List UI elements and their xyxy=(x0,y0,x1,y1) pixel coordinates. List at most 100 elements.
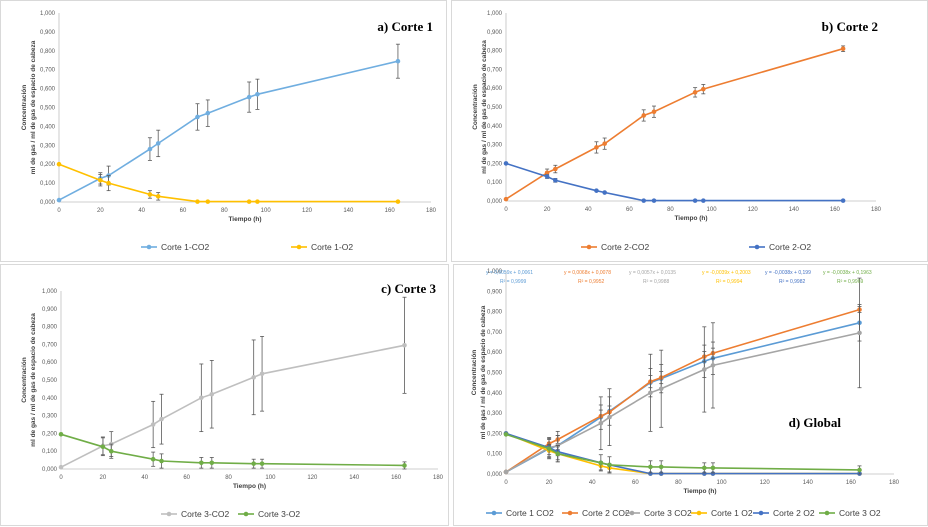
series-corte-1-o2 xyxy=(56,161,401,204)
series-line xyxy=(505,47,844,200)
data-point xyxy=(641,113,647,118)
data-point xyxy=(259,461,265,466)
trendline-r-squared: R² = 0,9988 xyxy=(643,279,669,285)
y-tick-label: 0,300 xyxy=(487,143,503,149)
chart-panel-corte-3: 0,000 0,100 0,200 0,300 0,400 0,500 0,600 0,700… xyxy=(0,264,449,526)
trendline-equation: y = -0,0038x + 0,1963 xyxy=(823,270,872,276)
x-tick-label: 40 xyxy=(141,475,148,481)
x-axis-title: Tiempo (h) xyxy=(683,488,716,495)
y-tick-label: 0,700 xyxy=(42,342,58,348)
trendline-r-squared: R² = 0,9969 xyxy=(837,279,863,285)
legend-label: Corte 1-O2 xyxy=(311,242,353,252)
x-tick-label: 80 xyxy=(667,207,674,213)
y-tick-label: 0,500 xyxy=(487,371,503,377)
y-tick-label: 0,700 xyxy=(487,67,503,73)
x-tick-label: 100 xyxy=(717,480,728,486)
legend-marker xyxy=(754,244,760,250)
data-point xyxy=(205,110,211,116)
y-tick-label: 0,900 xyxy=(487,289,503,295)
y-tick-label: 0,600 xyxy=(487,350,503,356)
data-point xyxy=(702,471,707,476)
x-tick-label: 80 xyxy=(221,208,228,214)
data-point xyxy=(199,395,204,401)
y-axis-title-line: ml de gas / ml de gas de espacio de cabe… xyxy=(30,313,37,447)
data-point xyxy=(395,58,401,64)
chart-title: d) Global xyxy=(789,415,842,430)
trendline-equation: y = -0,0038x + 0,199 xyxy=(765,270,811,276)
y-tick-label: 0,900 xyxy=(42,307,58,313)
legend-marker xyxy=(296,244,302,250)
series-corte-3-o2 xyxy=(503,432,862,475)
data-point xyxy=(402,342,407,348)
legend-marker xyxy=(567,510,573,516)
data-point xyxy=(651,198,657,203)
data-point xyxy=(710,471,716,476)
series-corte-3-co2 xyxy=(503,277,862,475)
y-tick-label: 0,300 xyxy=(42,414,58,420)
data-point xyxy=(702,367,707,372)
y-tick-label: 0,200 xyxy=(40,162,56,168)
data-point xyxy=(651,109,657,114)
y-tick-label: 0,300 xyxy=(487,411,503,417)
data-point xyxy=(98,177,103,183)
x-tick-label: 40 xyxy=(585,207,592,213)
data-point xyxy=(555,451,561,456)
legend-marker xyxy=(824,510,830,516)
x-tick-label: 0 xyxy=(59,475,63,481)
series-line xyxy=(58,60,399,201)
x-tick-label: 20 xyxy=(97,208,104,214)
data-point xyxy=(251,375,256,380)
trendline-equation: y = 0,0057x + 0,0135 xyxy=(629,270,676,276)
legend-marker xyxy=(696,510,702,516)
data-point xyxy=(701,198,706,203)
trendline-r-squared: R² = 0,9994 xyxy=(716,279,742,285)
y-axis-title-line: Concentración xyxy=(471,350,478,396)
y-tick-label: 0,600 xyxy=(40,87,56,93)
legend-label: Corte 1 CO2 xyxy=(506,508,554,518)
data-point xyxy=(553,166,558,172)
legend-marker xyxy=(243,511,249,517)
x-tick-label: 40 xyxy=(138,208,145,214)
x-tick-label: 20 xyxy=(100,475,107,481)
y-tick-label: 1,000 xyxy=(487,11,503,17)
y-axis-title-line: Concentración xyxy=(21,357,28,403)
y-axis-title-line: Concentración xyxy=(472,84,479,130)
data-point xyxy=(594,188,599,193)
series-corte-2-o2 xyxy=(503,161,846,203)
data-point xyxy=(602,141,607,146)
data-point xyxy=(150,456,156,462)
legend-label: Corte 1 O2 xyxy=(711,508,753,518)
y-tick-label: 0,100 xyxy=(42,449,58,455)
series-line xyxy=(505,432,860,475)
series-line xyxy=(505,308,860,473)
data-point xyxy=(195,114,200,120)
data-point xyxy=(147,192,153,197)
data-point xyxy=(159,416,164,422)
y-tick-label: 0,100 xyxy=(40,181,56,187)
y-tick-label: 0,200 xyxy=(487,431,503,437)
data-point xyxy=(209,460,215,466)
legend-label: Corte 1-CO2 xyxy=(161,242,209,252)
legend-label: Corte 2 O2 xyxy=(773,508,815,518)
x-tick-label: 180 xyxy=(426,208,437,214)
x-tick-label: 60 xyxy=(180,208,187,214)
legend-marker xyxy=(491,510,497,516)
x-tick-label: 180 xyxy=(433,475,444,481)
data-point xyxy=(209,391,215,397)
data-point xyxy=(56,197,62,203)
x-tick-label: 180 xyxy=(889,480,900,486)
x-tick-label: 60 xyxy=(626,207,633,213)
data-point xyxy=(100,444,106,450)
series-line xyxy=(505,433,860,471)
series-line xyxy=(505,332,860,473)
data-point xyxy=(503,161,509,166)
y-tick-label: 0,800 xyxy=(487,310,503,316)
y-tick-label: 0,300 xyxy=(40,143,56,149)
legend-marker xyxy=(629,510,635,516)
data-point xyxy=(710,465,716,471)
legend-label: Corte 3 O2 xyxy=(839,508,881,518)
x-tick-label: 40 xyxy=(589,480,596,486)
data-point xyxy=(840,46,846,52)
data-point xyxy=(607,462,612,468)
data-point xyxy=(106,180,111,186)
